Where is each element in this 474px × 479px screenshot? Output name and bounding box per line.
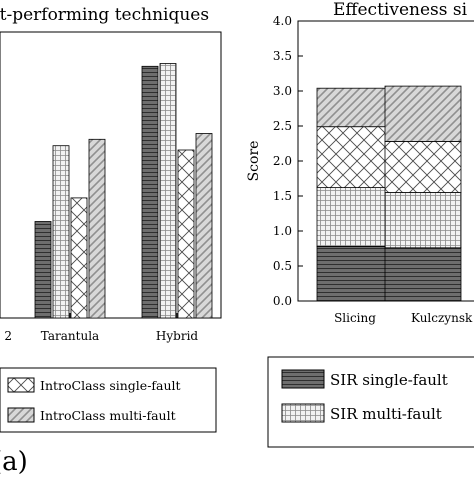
stack-seg-crosshatch-0 — [316, 126, 394, 188]
chart-left-frame — [0, 31, 222, 319]
x-tick-label: Tarantula — [41, 329, 99, 343]
bar-horizontal-dark-1 — [34, 221, 52, 319]
stack-seg-diagonal-0 — [316, 87, 394, 128]
legend-swatch-crosshatch — [7, 377, 35, 393]
chart-right-title: Effectiveness si — [333, 0, 468, 20]
x-tick-label: Slicing — [334, 311, 376, 325]
y-tick-label: 1.0 — [273, 224, 292, 238]
chart-right: Effectiveness si Score 0.0 0.5 1.0 1.5 2.0 2.… — [246, 0, 474, 448]
bar-grid-1 — [52, 145, 70, 319]
legend-label: SIR multi-fault — [330, 405, 442, 423]
y-tick-label: 3.0 — [273, 84, 292, 98]
y-tick-label: 2.5 — [273, 119, 292, 133]
bar-diagonal-1 — [88, 138, 106, 319]
y-tick-label: 0.0 — [273, 294, 292, 308]
legend-swatch-horizontal-dark — [281, 369, 325, 389]
bar-diagonal-2 — [195, 133, 213, 319]
stack-seg-diagonal-1 — [384, 85, 462, 142]
y-tick-label: 3.5 — [273, 49, 292, 63]
bar-crosshatch-2 — [177, 149, 195, 319]
stack-seg-grid-0 — [316, 187, 394, 247]
y-tick-label: 2.0 — [273, 154, 292, 168]
bar-crosshatch-1 — [70, 197, 88, 319]
y-tick-label: 1.5 — [273, 189, 292, 203]
chart-left-title: st-performing techniques — [0, 5, 209, 25]
stack-seg-horizontal-dark-1 — [384, 247, 462, 302]
legend-swatch-diagonal — [7, 407, 35, 423]
chart-left-bars — [34, 63, 213, 319]
y-tick-label: 0.5 — [273, 259, 292, 273]
bar-horizontal-dark-2 — [141, 65, 159, 319]
y-tick-label: 4.0 — [273, 14, 292, 28]
chart-right-bars — [316, 85, 462, 302]
x-tick-label: 2 — [4, 329, 12, 343]
x-tick-label: Hybrid — [156, 329, 199, 343]
stack-seg-grid-1 — [384, 192, 462, 249]
stack-seg-crosshatch-1 — [384, 140, 462, 193]
legend-label: IntroClass multi-fault — [40, 408, 176, 423]
chart-left: st-performing techniques 2 Tarantula Hyb… — [0, 5, 222, 477]
y-axis-label: Score — [246, 141, 262, 182]
legend-label: SIR single-fault — [330, 371, 448, 389]
legend-swatch-grid — [281, 403, 325, 423]
panel-caption: (a) — [0, 447, 28, 474]
bar-grid-2 — [159, 63, 177, 319]
legend-label: IntroClass single-fault — [40, 378, 181, 393]
x-tick-label: Kulczynsk — [411, 311, 473, 325]
chart-left-legend-box — [0, 367, 217, 433]
stack-seg-horizontal-dark-0 — [316, 245, 394, 302]
chart-right-y-ticks: 0.0 0.5 1.0 1.5 2.0 2.5 3.0 3.5 4.0 — [273, 14, 303, 308]
